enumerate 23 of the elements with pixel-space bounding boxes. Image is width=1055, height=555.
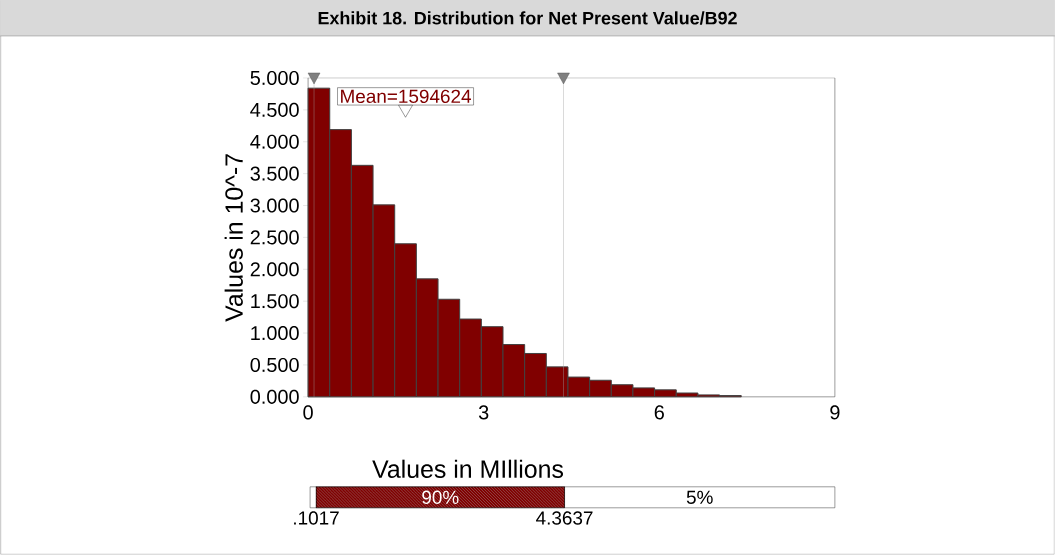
x-tick-label: 6 bbox=[654, 405, 664, 420]
y-tick-label: 1.500 bbox=[251, 294, 299, 309]
y-tick-label: 0.000 bbox=[250, 389, 299, 404]
y-tick-label: 5.000 bbox=[250, 71, 299, 86]
y-tick-label: 1.000 bbox=[251, 326, 299, 341]
annotation: Mean=1594624 bbox=[341, 89, 471, 104]
y-tick-label: 4.000 bbox=[250, 134, 299, 149]
text: 4.3637 bbox=[536, 511, 593, 525]
x-tick-label: 0 bbox=[303, 405, 313, 420]
y-tick-label: 3.500 bbox=[250, 166, 299, 181]
x-tick-label: 9 bbox=[830, 405, 840, 420]
y-axis-title: Values in 10^-7 bbox=[224, 154, 243, 322]
x-axis-title: Values in MIllions bbox=[372, 459, 564, 479]
y-tick-label: 4.500 bbox=[250, 102, 299, 117]
text: .1017 bbox=[294, 511, 339, 525]
y-tick-label: 2.500 bbox=[250, 230, 299, 245]
y-tick-label: 2.000 bbox=[250, 262, 299, 277]
annotation: 5% bbox=[686, 490, 713, 505]
y-tick-label: 0.500 bbox=[250, 358, 299, 373]
annotation: 90% bbox=[422, 490, 459, 505]
y-tick-label: 3.000 bbox=[250, 198, 299, 213]
chart-title: Exhibit 18. Distribution for Net Present Value/B92 bbox=[318, 11, 737, 25]
x-tick-label: 3 bbox=[478, 405, 489, 420]
